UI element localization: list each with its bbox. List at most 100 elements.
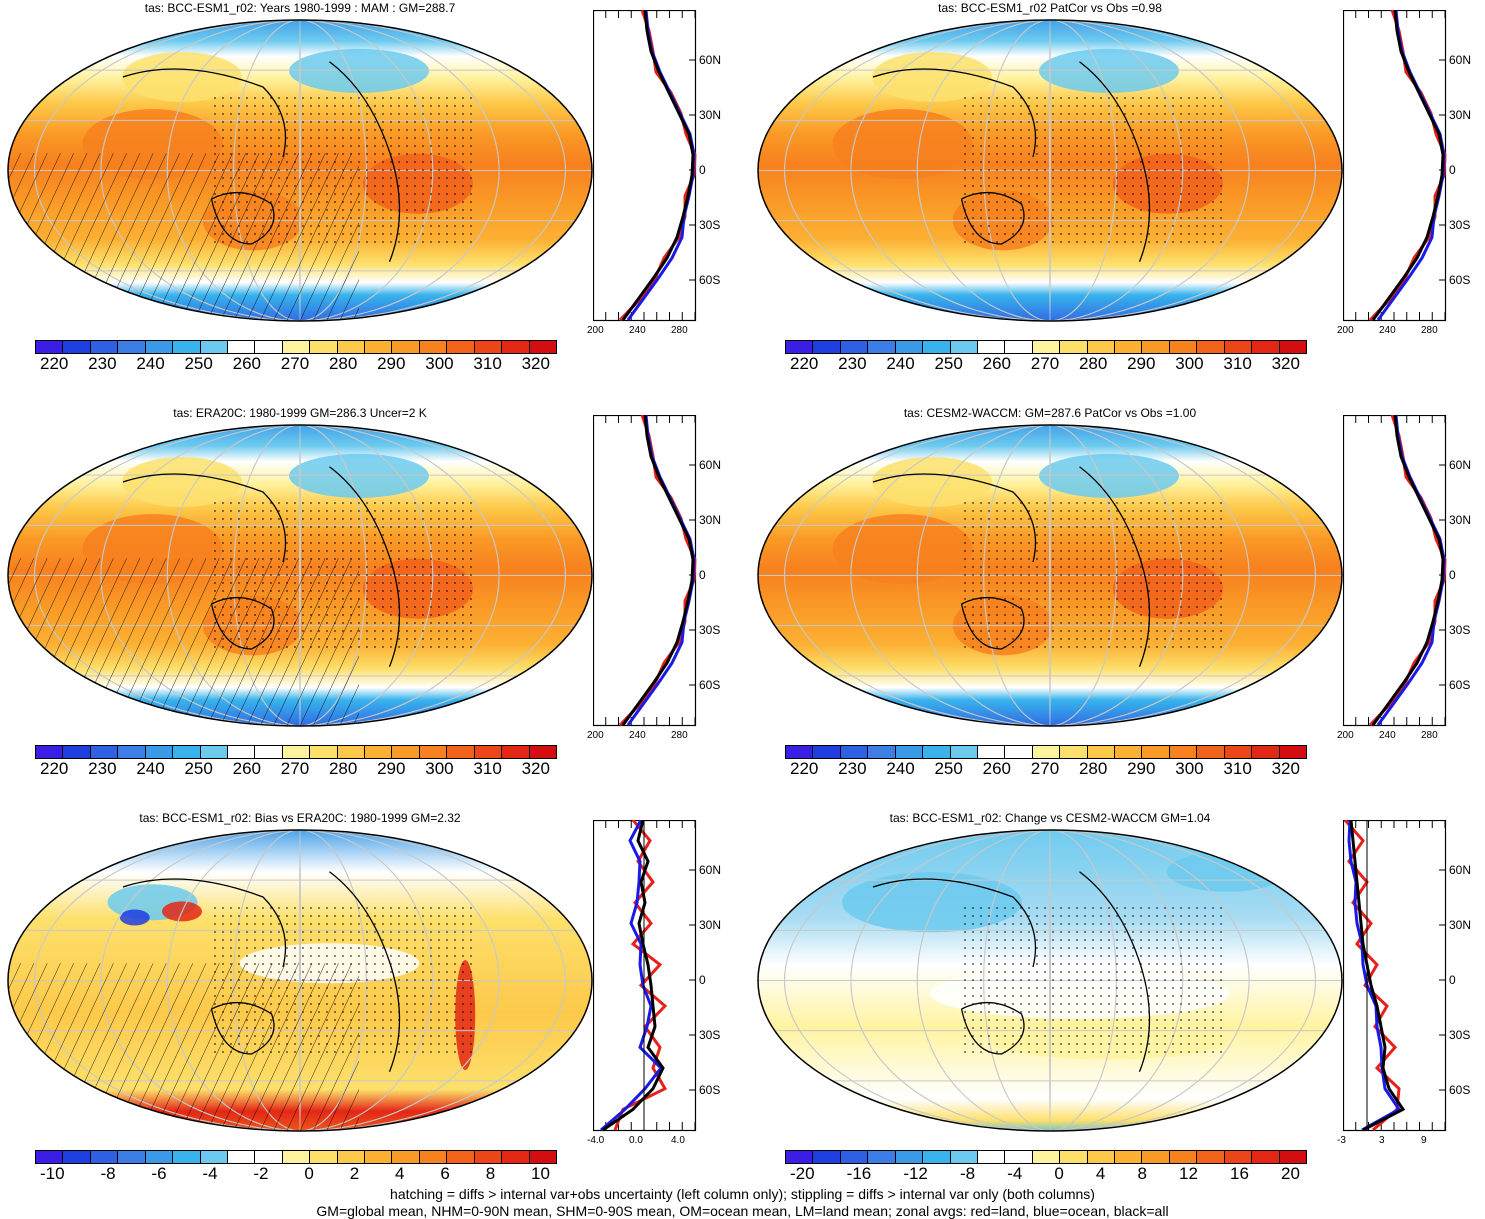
zonal-x-tick-label: 3 (1379, 1135, 1385, 1146)
zonal-frame (593, 10, 697, 322)
colorbar-label: -20 (790, 1164, 815, 1183)
colorbar-swatch (868, 1151, 896, 1163)
colorbar-swatch (365, 341, 393, 353)
colorbar-swatch (63, 1151, 91, 1163)
zonal-lat-label: 60S (699, 1083, 720, 1097)
colorbar-label: 300 (425, 354, 454, 373)
colorbar-swatch (977, 746, 1006, 758)
colorbar-label: 240 (136, 354, 165, 373)
panel-title: tas: BCC-ESM1_r02 PatCor vs Obs =0.98 (938, 1, 1162, 15)
zonal-mean-plot: 60N30N030S60SK (1343, 415, 1471, 727)
colorbar-swatch (1279, 341, 1307, 353)
zonal-lat-label: 0 (699, 973, 706, 987)
colorbar-swatch (227, 1151, 256, 1163)
colorbar-swatch (1005, 1151, 1033, 1163)
colorbar-label: 320 (521, 759, 550, 778)
zonal-x-tick-label: 200 (587, 730, 604, 741)
field-region (122, 52, 242, 102)
zonal-x-tick-label: -4.0 (587, 1135, 605, 1146)
zonal-lat-label: 60N (1449, 458, 1471, 472)
zonal-lat-label: 60N (699, 863, 721, 877)
colorbar-swatch (813, 341, 841, 353)
colorbar-label: 240 (886, 354, 915, 373)
colorbar-label: 300 (425, 759, 454, 778)
colorbar-label: 6 (440, 1164, 450, 1183)
colorbar-label: 230 (88, 354, 117, 373)
zonal-lat-label: 30N (1449, 108, 1471, 122)
colorbar-swatch (1060, 1151, 1088, 1163)
field-region (1039, 48, 1179, 93)
colorbar-labels: 220 230 240 250 260 270 280 290 300 310 320 (790, 759, 1300, 779)
zonal-lat-label: 30S (699, 623, 720, 637)
panel-p5: tas: BCC-ESM1_r02: Bias vs ERA20C: 1980-… (5, 810, 735, 1190)
colorbar-swatch (502, 746, 530, 758)
zonal-curve (1376, 415, 1446, 726)
colorbar-swatch (1142, 341, 1170, 353)
colorbar-swatch (474, 1151, 503, 1163)
colorbar-label: 310 (473, 759, 502, 778)
map-plot (7, 424, 593, 727)
field-region (289, 48, 429, 93)
colorbar-swatch (255, 1151, 283, 1163)
colorbar-label: 290 (377, 354, 406, 373)
zonal-frame (1343, 10, 1447, 322)
panel-p3: tas: ERA20C: 1980-1999 GM=286.3 Uncer=2 … (5, 405, 735, 785)
meridian-line (850, 425, 1250, 726)
colorbar-swatch (419, 341, 448, 353)
zonal-x-tick-label: 4.0 (671, 1135, 685, 1146)
colorbar-swatch (786, 746, 814, 758)
colorbar-swatch (502, 1151, 530, 1163)
colorbar-labels: 220 230 240 250 260 270 280 290 300 310 320 (790, 354, 1300, 374)
panel-title: tas: BCC-ESM1_r02: Change vs CESM2-WACCM… (889, 811, 1211, 825)
zonal-curve (626, 10, 696, 321)
colorbar-swatch (1169, 1151, 1198, 1163)
zonal-lat-label: 30S (699, 1028, 720, 1042)
coastline (872, 466, 1151, 667)
colorbar-swatch (1060, 746, 1088, 758)
zonal-x-tick-label: 280 (671, 730, 688, 741)
colorbar-swatch (200, 1151, 228, 1163)
colorbar-swatch (1142, 746, 1170, 758)
colorbar-swatch (950, 341, 978, 353)
zonal-mean-plot: 60N30N030S60SK (1343, 10, 1471, 322)
colorbar-swatch (255, 746, 283, 758)
panel-p6: tas: BCC-ESM1_r02: Change vs CESM2-WACCM… (755, 810, 1485, 1190)
map-border (757, 424, 1343, 727)
colorbar-label: 250 (934, 759, 963, 778)
zonal-x-tick-label: 280 (1421, 730, 1438, 741)
meridian-line (784, 830, 1316, 1131)
colorbar-label: 260 (232, 759, 261, 778)
colorbar-label: 310 (1223, 354, 1252, 373)
zonal-x-tick-label: 200 (1337, 730, 1354, 741)
colorbar-label: 260 (982, 354, 1011, 373)
colorbar-swatch (1087, 1151, 1116, 1163)
zonal-lat-label: 30S (699, 218, 720, 232)
colorbar-swatch (950, 746, 978, 758)
colorbar-swatch (337, 746, 366, 758)
colorbar-label: 300 (1175, 759, 1204, 778)
colorbar-swatch (90, 1151, 119, 1163)
map-border (7, 19, 593, 322)
stippling (961, 92, 1227, 245)
colorbar-swatch (1252, 746, 1280, 758)
field-region (1039, 453, 1179, 498)
map-border (757, 19, 1343, 322)
colorbar-swatch (868, 746, 896, 758)
colorbar-swatch (282, 341, 311, 353)
coastline (122, 61, 401, 262)
colorbar-label: 220 (40, 759, 69, 778)
zonal-lat-label: 60N (699, 458, 721, 472)
colorbar-swatch (786, 341, 814, 353)
hatching (8, 963, 359, 1131)
colorbar-swatch (36, 1151, 64, 1163)
colorbar-swatch (419, 746, 448, 758)
zonal-frame (593, 415, 697, 727)
colorbar-swatch (1279, 746, 1307, 758)
colorbar-swatch (923, 1151, 951, 1163)
colorbar-label: 320 (1271, 354, 1300, 373)
zonal-x-tick-label: 280 (1421, 325, 1438, 336)
zonal-curve (1371, 10, 1445, 321)
colorbar-label: 4 (395, 1164, 405, 1183)
colorbar-swatch (1197, 1151, 1225, 1163)
colorbar-swatch (118, 341, 146, 353)
